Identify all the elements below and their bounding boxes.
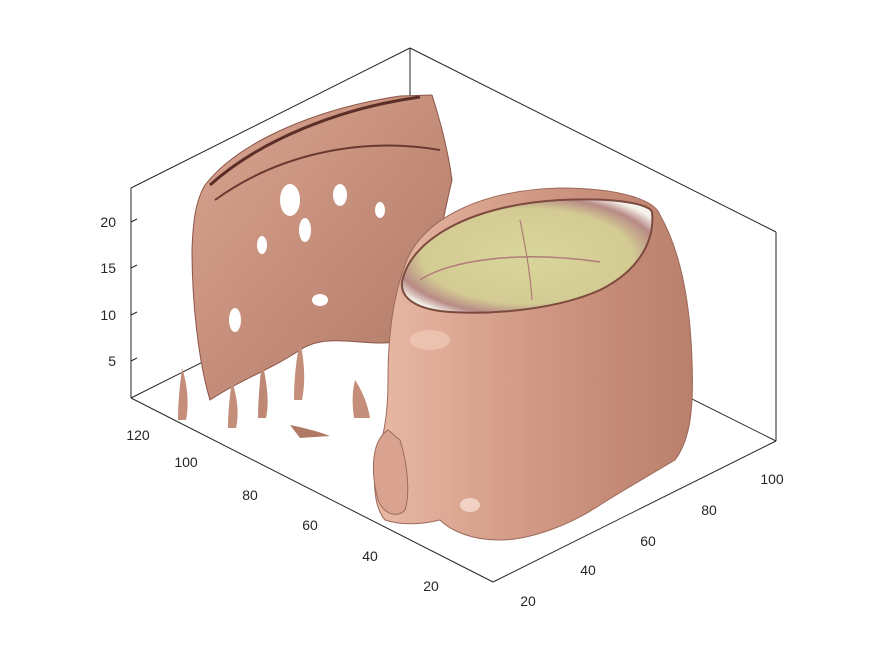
x-tick-label: 80 [701,502,717,518]
z-tick-label: 10 [100,307,116,323]
z-tick-label: 5 [108,353,116,369]
y-axis: 120 100 80 60 40 20 [126,427,439,594]
x-axis: 20 40 60 80 100 [520,471,784,609]
x-tick-label: 100 [760,471,784,487]
y-tick-label: 120 [126,427,150,443]
y-tick-label: 60 [302,517,318,533]
y-tick-label: 20 [423,578,439,594]
z-tick-label: 15 [100,260,116,276]
z-tick-label: 20 [100,214,116,230]
y-tick-label: 40 [362,548,378,564]
head-isosurface [372,187,693,541]
x-tick-label: 20 [520,593,536,609]
y-tick-label: 80 [242,487,258,503]
skull-shell-surface [178,94,453,438]
x-tick-label: 60 [640,533,656,549]
x-tick-label: 40 [580,562,596,578]
y-tick-label: 100 [174,454,198,470]
z-axis: 5 10 15 20 [100,214,138,369]
